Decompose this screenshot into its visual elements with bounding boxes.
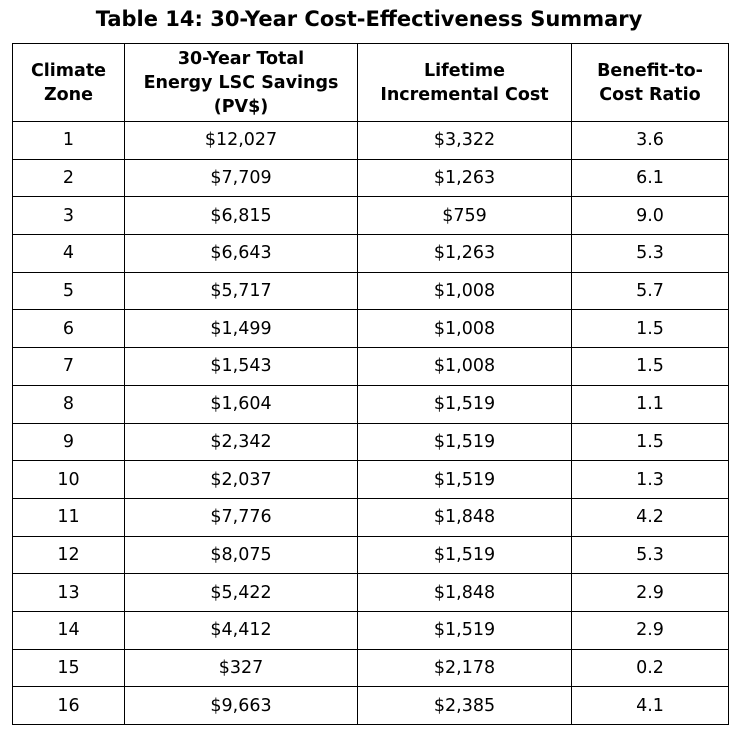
cell-climate-zone: 15 [12, 648, 125, 688]
cell-benefit-cost-ratio: 1.3 [571, 460, 729, 499]
cell-benefit-cost-ratio: 2.9 [571, 610, 729, 650]
table-row: 1 $12,027 $3,322 3.6 [12, 121, 729, 160]
cell-incremental-cost: $1,848 [357, 497, 572, 537]
cell-energy-savings: $6,815 [124, 196, 358, 236]
cell-benefit-cost-ratio: 5.7 [571, 271, 729, 311]
cell-climate-zone: 12 [12, 535, 125, 575]
table-row: 8 $1,604 $1,519 1.1 [12, 384, 729, 424]
cell-incremental-cost: $1,519 [357, 610, 572, 650]
cell-climate-zone: 13 [12, 573, 125, 612]
cell-energy-savings: $5,717 [124, 271, 358, 311]
header-line: Climate [30, 60, 107, 81]
cell-incremental-cost: $1,848 [357, 573, 572, 612]
cell-energy-savings: $2,342 [124, 422, 358, 462]
cell-energy-savings: $327 [124, 648, 358, 688]
cell-incremental-cost: $1,008 [357, 347, 572, 386]
cell-energy-savings: $4,412 [124, 610, 358, 650]
cell-energy-savings: $6,643 [124, 234, 358, 273]
header-benefit-cost-ratio: Benefit-to- Cost Ratio [571, 43, 729, 122]
cell-climate-zone: 5 [12, 271, 125, 311]
cell-benefit-cost-ratio: 0.2 [571, 648, 729, 688]
cell-climate-zone: 14 [12, 610, 125, 650]
cell-climate-zone: 1 [12, 121, 125, 160]
table-row: 3 $6,815 $759 9.0 [12, 196, 729, 236]
table-row: 7 $1,543 $1,008 1.5 [12, 347, 729, 386]
cell-benefit-cost-ratio: 3.6 [571, 121, 729, 160]
table-row: 15 $327 $2,178 0.2 [12, 648, 729, 688]
cell-energy-savings: $1,499 [124, 309, 358, 349]
cell-incremental-cost: $1,519 [357, 384, 572, 424]
cell-incremental-cost: $1,519 [357, 460, 572, 499]
header-line: Lifetime [423, 60, 506, 81]
table-row: 9 $2,342 $1,519 1.5 [12, 422, 729, 462]
cell-climate-zone: 8 [12, 384, 125, 424]
cell-energy-savings: $2,037 [124, 460, 358, 499]
table-row: 12 $8,075 $1,519 5.3 [12, 535, 729, 575]
cell-benefit-cost-ratio: 1.5 [571, 347, 729, 386]
table-row: 5 $5,717 $1,008 5.7 [12, 271, 729, 311]
header-line: Cost Ratio [599, 84, 701, 105]
cell-incremental-cost: $1,263 [357, 234, 572, 273]
header-row: Climate Zone 30-Year Total Energy LSC Sa… [12, 43, 729, 122]
cell-incremental-cost: $3,322 [357, 121, 572, 160]
cell-incremental-cost: $2,178 [357, 648, 572, 688]
table-row: 16 $9,663 $2,385 4.1 [12, 686, 729, 725]
cell-incremental-cost: $759 [357, 196, 572, 236]
cell-energy-savings: $7,776 [124, 497, 358, 537]
cell-benefit-cost-ratio: 1.1 [571, 384, 729, 424]
cell-energy-savings: $1,543 [124, 347, 358, 386]
cell-climate-zone: 2 [12, 158, 125, 198]
cell-energy-savings: $12,027 [124, 121, 358, 160]
header-line: (PV$) [213, 96, 269, 117]
cell-climate-zone: 7 [12, 347, 125, 386]
cell-benefit-cost-ratio: 5.3 [571, 535, 729, 575]
header-energy-savings: 30-Year Total Energy LSC Savings (PV$) [124, 43, 358, 122]
cell-benefit-cost-ratio: 9.0 [571, 196, 729, 236]
cell-energy-savings: $8,075 [124, 535, 358, 575]
cell-energy-savings: $5,422 [124, 573, 358, 612]
cell-climate-zone: 4 [12, 234, 125, 273]
header-climate-zone: Climate Zone [12, 43, 125, 122]
cell-incremental-cost: $1,263 [357, 158, 572, 198]
cell-climate-zone: 10 [12, 460, 125, 499]
cell-energy-savings: $1,604 [124, 384, 358, 424]
table-row: 13 $5,422 $1,848 2.9 [12, 573, 729, 612]
table-row: 6 $1,499 $1,008 1.5 [12, 309, 729, 349]
cell-incremental-cost: $1,519 [357, 535, 572, 575]
cost-effectiveness-table: Climate Zone 30-Year Total Energy LSC Sa… [12, 43, 729, 725]
cell-benefit-cost-ratio: 4.1 [571, 686, 729, 725]
cell-energy-savings: $9,663 [124, 686, 358, 725]
header-line: Zone [43, 84, 94, 105]
header-line: Benefit-to- [597, 60, 703, 81]
cell-climate-zone: 9 [12, 422, 125, 462]
cell-benefit-cost-ratio: 5.3 [571, 234, 729, 273]
table-row: 10 $2,037 $1,519 1.3 [12, 460, 729, 499]
table-row: 11 $7,776 $1,848 4.2 [12, 497, 729, 537]
cell-benefit-cost-ratio: 1.5 [571, 422, 729, 462]
cell-climate-zone: 3 [12, 196, 125, 236]
cell-benefit-cost-ratio: 6.1 [571, 158, 729, 198]
table-row: 2 $7,709 $1,263 6.1 [12, 158, 729, 198]
cell-incremental-cost: $1,008 [357, 309, 572, 349]
header-line: Incremental Cost [380, 84, 549, 105]
cell-climate-zone: 6 [12, 309, 125, 349]
cell-benefit-cost-ratio: 2.9 [571, 573, 729, 612]
header-line: Energy LSC Savings [143, 72, 339, 93]
header-line: 30-Year Total [177, 48, 305, 69]
table-body: 1 $12,027 $3,322 3.6 2 $7,709 $1,263 6.1 3 $6,815… [12, 121, 729, 725]
cell-incremental-cost: $1,519 [357, 422, 572, 462]
cell-energy-savings: $7,709 [124, 158, 358, 198]
table-row: 4 $6,643 $1,263 5.3 [12, 234, 729, 273]
header-incremental-cost: Lifetime Incremental Cost [357, 43, 572, 122]
table-row: 14 $4,412 $1,519 2.9 [12, 610, 729, 650]
table-title: Table 14: 30-Year Cost-Effectiveness Sum… [95, 7, 643, 31]
cell-incremental-cost: $1,008 [357, 271, 572, 311]
cell-incremental-cost: $2,385 [357, 686, 572, 725]
cell-climate-zone: 16 [12, 686, 125, 725]
cell-benefit-cost-ratio: 4.2 [571, 497, 729, 537]
cell-climate-zone: 11 [12, 497, 125, 537]
table-header: Climate Zone 30-Year Total Energy LSC Sa… [12, 43, 729, 122]
cell-benefit-cost-ratio: 1.5 [571, 309, 729, 349]
